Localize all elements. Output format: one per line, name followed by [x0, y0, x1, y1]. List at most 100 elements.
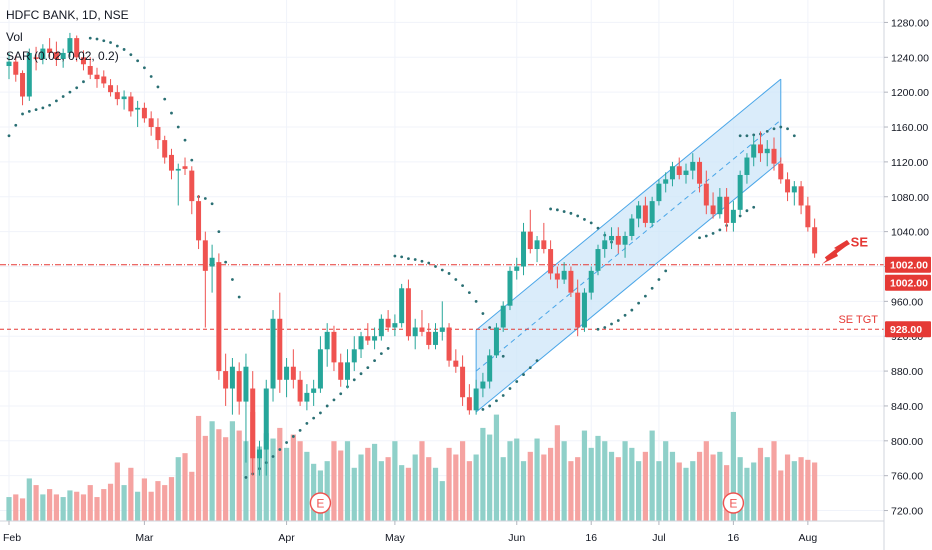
sar-dot — [217, 230, 221, 234]
sar-dot — [224, 260, 228, 264]
sar-dot — [643, 294, 647, 298]
volume-bar — [283, 447, 290, 521]
volume-bar — [175, 457, 181, 521]
sar-indicator-label[interactable]: SAR (0.02, 0.02, 0.2) — [6, 49, 119, 63]
volume-bar — [676, 462, 682, 521]
candle-body — [717, 196, 723, 215]
candle-body — [724, 196, 730, 223]
sar-dot — [704, 234, 708, 238]
candle-body — [101, 76, 107, 84]
volume-bar — [446, 447, 452, 521]
volume-bar — [622, 441, 628, 521]
sar-dot — [176, 125, 180, 129]
candle-body — [690, 161, 696, 171]
sar-dot — [434, 265, 437, 268]
candle — [554, 266, 560, 289]
candle-body — [317, 349, 323, 389]
candle — [663, 172, 669, 193]
sar-dot — [569, 211, 573, 215]
candle — [324, 323, 330, 367]
candle-body — [798, 186, 804, 206]
candle-body — [521, 231, 527, 267]
candle-body — [290, 366, 296, 380]
price-tick-label: 1200.00 — [891, 87, 929, 99]
sar-dot — [515, 380, 519, 383]
price-axis[interactable]: 720.00760.00800.00840.00880.00920.00960.… — [883, 0, 931, 550]
earnings-marker[interactable]: E — [722, 492, 745, 514]
candle — [338, 353, 344, 387]
candle-body — [751, 144, 757, 158]
price-tick-label: 1240.00 — [891, 52, 929, 64]
level-text-se-tgt: SE TGT — [838, 314, 878, 326]
volume-bar — [568, 461, 574, 521]
candle — [710, 192, 716, 219]
sar-dot — [325, 404, 329, 408]
volume-bar — [703, 441, 709, 521]
volume-bar — [371, 443, 378, 521]
volume-bar — [263, 433, 269, 521]
candle — [751, 135, 757, 167]
candle-body — [277, 318, 283, 380]
candle-body — [284, 366, 290, 380]
volume-bar — [683, 467, 689, 521]
candle — [209, 244, 215, 293]
candle — [74, 35, 80, 62]
volume-bar — [493, 414, 500, 521]
time-tick-label: Aug — [799, 532, 818, 544]
volume-bar — [507, 441, 513, 521]
sar-dots — [7, 36, 796, 479]
candle-body — [175, 168, 181, 171]
candle-body — [372, 336, 378, 341]
candle-body — [615, 235, 621, 245]
sar-dot — [779, 125, 783, 129]
price-tick-label: 760.00 — [891, 471, 923, 483]
earnings-label: E — [316, 497, 324, 511]
volume-indicator-label[interactable]: Vol — [6, 30, 23, 44]
sar-dot — [467, 291, 471, 295]
volume-bar — [575, 457, 581, 521]
channel-fill — [476, 79, 781, 413]
candle — [148, 111, 154, 136]
price-tick-label: 1120.00 — [891, 157, 928, 169]
volume-bar — [751, 462, 757, 521]
candle — [60, 48, 66, 68]
volume-bar — [107, 483, 114, 521]
level-text-se: SE — [851, 235, 869, 250]
sar-dot — [738, 214, 742, 218]
candle — [615, 227, 621, 254]
earnings-marker[interactable]: E — [309, 492, 332, 514]
candle-body — [642, 205, 648, 223]
volume-bar — [128, 467, 134, 521]
channel-upper-line — [475, 78, 782, 331]
time-axis[interactable]: Feb Mar Apr May Jun 16 Jul 16 Aug — [0, 520, 884, 544]
sar-dot — [82, 80, 85, 84]
candle — [683, 163, 689, 184]
candle-body — [581, 292, 587, 328]
candle-body — [778, 163, 784, 180]
symbol-title[interactable]: HDFC BANK, 1D, NSE — [6, 8, 129, 22]
volume-bar — [101, 489, 107, 521]
candle-body — [338, 362, 344, 380]
sar-dot — [501, 394, 505, 397]
volume-bar — [33, 485, 39, 521]
channel-lower-line — [475, 160, 782, 413]
candle-body — [256, 449, 262, 459]
sar-dot — [231, 278, 234, 281]
candle-body — [168, 154, 174, 171]
volume-bar — [696, 451, 703, 521]
volume-bar — [527, 451, 533, 521]
candle — [433, 323, 439, 350]
candle — [33, 46, 39, 71]
sar-dot — [650, 286, 654, 290]
sar-dot — [792, 134, 796, 138]
candle-body — [609, 235, 615, 241]
sar-dot — [711, 231, 715, 235]
volume-bar — [432, 467, 439, 521]
volume-bar — [80, 494, 87, 521]
candle — [588, 266, 594, 300]
sar-dot — [271, 455, 275, 458]
volume-bar — [500, 457, 506, 521]
se-level-tag-bg — [885, 274, 931, 291]
